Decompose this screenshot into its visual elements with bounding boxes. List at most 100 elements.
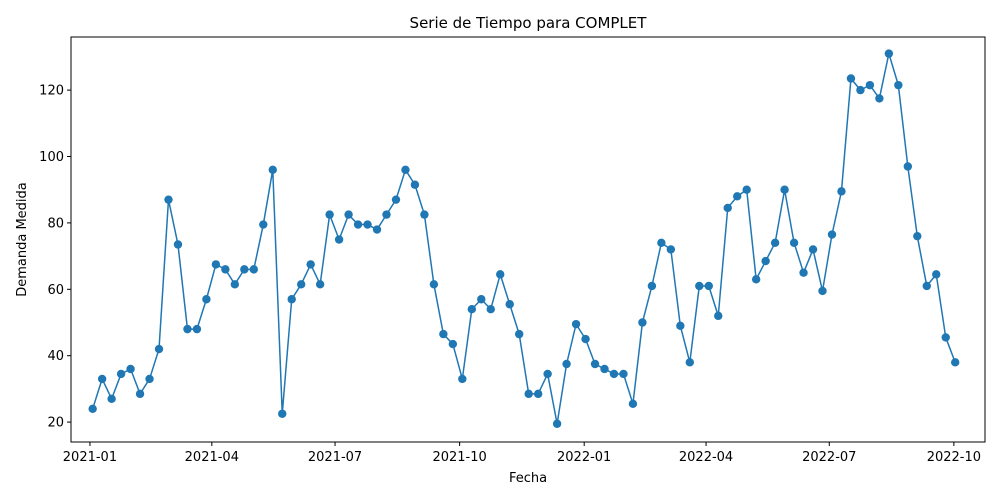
data-point xyxy=(382,210,391,219)
data-point xyxy=(315,280,325,289)
data-point xyxy=(666,245,676,254)
data-point xyxy=(951,358,960,367)
data-point xyxy=(894,80,903,90)
plot-frame xyxy=(70,36,986,443)
data-point xyxy=(903,162,913,171)
data-point xyxy=(704,281,713,291)
data-point xyxy=(638,318,647,327)
data-point xyxy=(751,275,761,284)
data-point xyxy=(733,192,742,201)
data-point xyxy=(600,364,609,374)
data-point xyxy=(240,265,249,274)
data-point xyxy=(799,268,808,277)
data-point xyxy=(818,286,827,296)
data-point xyxy=(742,185,751,194)
y-axis-ticks: 20 40 60 80 100 120 xyxy=(39,84,71,431)
data-point xyxy=(647,281,657,291)
data-point xyxy=(334,235,344,244)
data-point xyxy=(789,238,799,248)
data-point xyxy=(249,265,258,274)
data-point xyxy=(230,280,240,289)
x-tick-label: 2022-04 xyxy=(679,450,733,465)
data-point xyxy=(628,399,638,409)
data-point xyxy=(505,300,514,309)
data-point xyxy=(770,238,780,248)
data-point xyxy=(135,389,145,399)
data-point xyxy=(552,419,562,428)
data-point xyxy=(837,187,846,196)
data-point xyxy=(116,369,126,379)
data-point xyxy=(458,374,467,384)
data-point xyxy=(581,334,590,344)
data-point xyxy=(496,270,505,279)
x-tick-label: 2022-07 xyxy=(802,450,856,465)
y-tick-label: 60 xyxy=(47,283,64,298)
data-point xyxy=(268,165,277,174)
data-point xyxy=(126,364,135,374)
y-tick-label: 80 xyxy=(47,216,64,231)
data-point xyxy=(676,321,685,331)
y-tick-label: 20 xyxy=(47,416,64,431)
data-point xyxy=(524,389,533,399)
data-point xyxy=(372,225,382,234)
data-point xyxy=(173,240,183,249)
data-point xyxy=(657,238,666,248)
chart-title: Serie de Tiempo para COMPLET xyxy=(410,14,648,32)
data-point xyxy=(97,374,107,384)
data-point xyxy=(827,230,837,239)
data-point xyxy=(609,369,619,379)
data-point xyxy=(590,359,600,369)
data-point xyxy=(221,265,230,274)
data-point xyxy=(192,324,202,334)
data-point xyxy=(477,295,486,304)
data-point xyxy=(363,220,372,229)
data-point xyxy=(941,333,950,342)
data-point xyxy=(429,280,439,289)
data-point xyxy=(875,94,884,103)
data-point xyxy=(211,260,221,269)
data-point xyxy=(202,295,211,304)
data-point xyxy=(183,324,192,334)
data-point xyxy=(145,374,154,384)
data-point xyxy=(533,389,543,399)
data-point xyxy=(107,394,116,404)
data-point xyxy=(325,210,334,219)
data-point xyxy=(467,305,477,314)
data-point xyxy=(619,369,628,379)
x-tick-label: 2021-01 xyxy=(63,450,117,465)
data-point xyxy=(306,260,315,269)
y-tick-label: 40 xyxy=(47,349,64,364)
x-axis-ticks: 2021-01 2021-04 2021-07 2021-10 2022-01 2022-… xyxy=(63,442,981,465)
y-tick-label: 120 xyxy=(39,84,64,99)
data-point xyxy=(410,180,420,189)
data-point xyxy=(571,319,581,329)
x-tick-label: 2022-10 xyxy=(927,450,981,465)
data-point xyxy=(296,280,306,289)
data-point xyxy=(88,404,97,413)
data-point xyxy=(278,409,287,418)
data-point xyxy=(420,210,429,219)
data-point xyxy=(723,203,732,213)
data-point xyxy=(543,369,552,379)
data-point xyxy=(932,270,941,279)
data-point xyxy=(865,80,875,90)
data-point xyxy=(808,245,818,254)
data-point xyxy=(486,305,495,314)
data-point xyxy=(515,329,524,339)
x-tick-label: 2021-07 xyxy=(308,450,362,465)
x-axis-label: Fecha xyxy=(509,471,547,486)
data-point xyxy=(913,231,922,241)
data-point xyxy=(154,344,164,354)
data-point xyxy=(259,220,268,229)
data-point xyxy=(401,165,410,174)
y-tick-label: 100 xyxy=(39,150,64,165)
data-point xyxy=(344,210,353,219)
data-point xyxy=(685,358,695,367)
data-point xyxy=(846,74,856,83)
data-point xyxy=(439,329,448,339)
data-point xyxy=(164,195,173,204)
plot-content xyxy=(88,49,960,428)
data-point xyxy=(695,281,704,291)
